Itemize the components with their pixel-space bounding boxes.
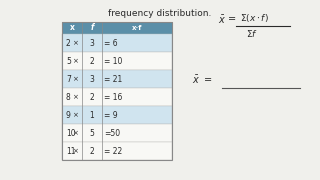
Text: ×: × xyxy=(72,76,78,82)
Text: 2: 2 xyxy=(66,39,71,48)
Text: 11: 11 xyxy=(66,147,76,156)
Text: 2: 2 xyxy=(90,57,94,66)
Text: 8: 8 xyxy=(66,93,71,102)
Text: 5: 5 xyxy=(66,57,71,66)
Text: 3: 3 xyxy=(90,75,94,84)
Text: 5: 5 xyxy=(90,129,94,138)
Text: $\Sigma(x \cdot f)$: $\Sigma(x \cdot f)$ xyxy=(240,12,269,24)
Text: 1: 1 xyxy=(90,111,94,120)
Text: = 10: = 10 xyxy=(104,57,122,66)
Bar xyxy=(62,70,172,88)
Bar xyxy=(62,22,172,34)
Text: =50: =50 xyxy=(104,129,120,138)
Text: ×: × xyxy=(72,148,78,154)
Text: x: x xyxy=(69,24,75,33)
Text: ×: × xyxy=(72,94,78,100)
Text: ×: × xyxy=(72,130,78,136)
Text: 7: 7 xyxy=(66,75,71,84)
Bar xyxy=(62,22,172,160)
Text: 2: 2 xyxy=(90,147,94,156)
Text: $\Sigma f$: $\Sigma f$ xyxy=(246,28,258,39)
Text: ×: × xyxy=(72,40,78,46)
Bar xyxy=(62,34,172,52)
Text: frequency distribution.: frequency distribution. xyxy=(108,10,212,19)
Text: 3: 3 xyxy=(90,39,94,48)
Text: f: f xyxy=(90,24,94,33)
Text: = 21: = 21 xyxy=(104,75,122,84)
Text: x·f: x·f xyxy=(132,25,142,31)
Text: $\bar{x}$: $\bar{x}$ xyxy=(192,74,200,86)
Text: = 22: = 22 xyxy=(104,147,122,156)
Text: ×: × xyxy=(72,112,78,118)
Text: 2: 2 xyxy=(90,93,94,102)
Text: ×: × xyxy=(72,58,78,64)
Bar xyxy=(62,124,172,142)
Text: = 9: = 9 xyxy=(104,111,118,120)
Text: = 6: = 6 xyxy=(104,39,118,48)
Text: 10: 10 xyxy=(66,129,76,138)
Text: $\bar{x}$: $\bar{x}$ xyxy=(218,14,226,26)
Text: 9: 9 xyxy=(66,111,71,120)
Text: = 16: = 16 xyxy=(104,93,122,102)
Text: =: = xyxy=(204,75,212,85)
Bar xyxy=(62,142,172,160)
Bar xyxy=(62,52,172,70)
Bar xyxy=(62,106,172,124)
Bar xyxy=(62,88,172,106)
Text: =: = xyxy=(228,14,236,24)
